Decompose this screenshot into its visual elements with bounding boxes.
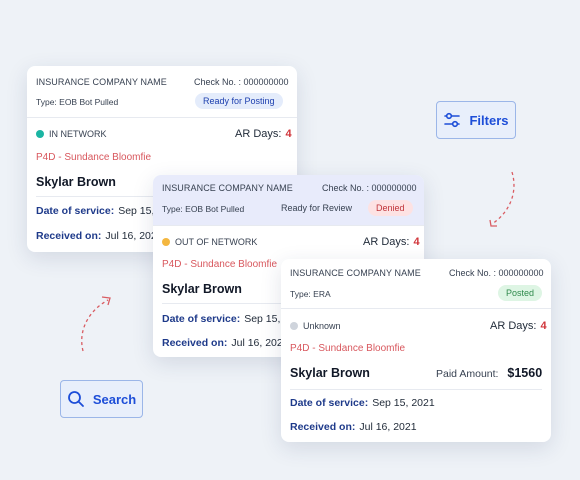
filters-button[interactable]: Filters <box>436 101 516 139</box>
network-status: OUT OF NETWORK <box>162 237 257 247</box>
paid-amount-value: $1560 <box>507 366 543 380</box>
insurance-company-name: INSURANCE COMPANY NAME <box>36 77 167 87</box>
paid-amount-label: Paid Amount: <box>436 368 499 380</box>
ar-days-value: 4 <box>540 320 547 332</box>
received-on-value: Jul 16, 2021 <box>359 421 417 433</box>
received-on-label: Received on: <box>36 230 102 242</box>
ar-days: AR Days: 4 <box>235 128 292 140</box>
received-on-label: Received on: <box>162 337 228 349</box>
network-dot-icon <box>290 322 298 330</box>
remittance-card-posted[interactable]: INSURANCE COMPANY NAME Check No. : 00000… <box>281 259 551 442</box>
filters-button-label: Filters <box>469 112 509 128</box>
date-of-service-label: Date of service: <box>290 397 369 409</box>
network-label: OUT OF NETWORK <box>175 237 258 247</box>
patient-name: Skylar Brown <box>36 175 116 189</box>
patient-name: Skylar Brown <box>162 282 242 296</box>
received-on: Received on: Jul 16, 2021 <box>162 337 289 349</box>
date-of-service-value: Sep 15, 2021 <box>372 397 435 409</box>
network-dot-icon <box>162 238 170 246</box>
ar-days-value: 4 <box>285 128 292 140</box>
date-of-service-label: Date of service: <box>36 205 115 217</box>
paid-amount: Paid Amount: $1560 <box>436 366 542 380</box>
curved-arrow-icon <box>489 171 515 227</box>
payer-name: P4D - Sundance Bloomfie <box>36 152 152 163</box>
insurance-company-name: INSURANCE COMPANY NAME <box>162 183 293 193</box>
received-on-value: Jul 16, 2021 <box>105 230 163 242</box>
payer-name: P4D - Sundance Bloomfie <box>290 343 406 354</box>
ar-days-label: AR Days: <box>235 128 282 140</box>
ar-days: AR Days: 4 <box>363 236 420 248</box>
divider <box>290 389 542 390</box>
status-badge: Denied <box>368 200 413 216</box>
search-icon <box>67 391 84 407</box>
check-number: Check No. : 000000000 <box>449 268 544 278</box>
eob-type: Type: ERA <box>290 289 331 299</box>
received-on: Received on: Jul 16, 2021 <box>290 421 417 433</box>
sliders-icon <box>444 112 461 128</box>
date-of-service: Date of service: Sep 15, <box>162 313 280 325</box>
search-button[interactable]: Search <box>60 380 143 418</box>
check-number: Check No. : 000000000 <box>194 77 289 87</box>
ar-days-value: 4 <box>413 236 420 248</box>
date-of-service: Date of service: Sep 15, 2021 <box>290 397 435 409</box>
received-on: Received on: Jul 16, 2021 <box>36 230 163 242</box>
ar-days: AR Days: 4 <box>490 320 547 332</box>
date-of-service-label: Date of service: <box>162 313 241 325</box>
date-of-service-value: Sep 15, <box>244 313 281 325</box>
check-number: Check No. : 000000000 <box>322 183 417 193</box>
received-on-label: Received on: <box>290 421 356 433</box>
eob-type: Type: EOB Bot Pulled <box>162 204 245 214</box>
ar-days-label: AR Days: <box>363 236 410 248</box>
status-badge: Ready for Posting <box>195 93 283 109</box>
ar-days-label: AR Days: <box>490 320 537 332</box>
payer-name: P4D - Sundance Bloomfie <box>162 259 278 270</box>
curved-arrow-icon <box>81 296 111 352</box>
network-status: Unknown <box>290 321 341 331</box>
insurance-company-name: INSURANCE COMPANY NAME <box>290 268 421 278</box>
received-on-value: Jul 16, 2021 <box>231 337 289 349</box>
network-label: Unknown <box>303 321 341 331</box>
date-of-service: Date of service: Sep 15, <box>36 205 154 217</box>
status-badge: Posted <box>498 285 543 301</box>
search-button-label: Search <box>92 391 137 407</box>
date-of-service-value: Sep 15, <box>118 205 155 217</box>
review-status: Ready for Review <box>281 203 353 213</box>
patient-name: Skylar Brown <box>290 366 370 380</box>
network-label: IN NETWORK <box>49 129 107 139</box>
network-dot-icon <box>36 130 44 138</box>
eob-type: Type: EOB Bot Pulled <box>36 97 119 107</box>
network-status: IN NETWORK <box>36 129 107 139</box>
